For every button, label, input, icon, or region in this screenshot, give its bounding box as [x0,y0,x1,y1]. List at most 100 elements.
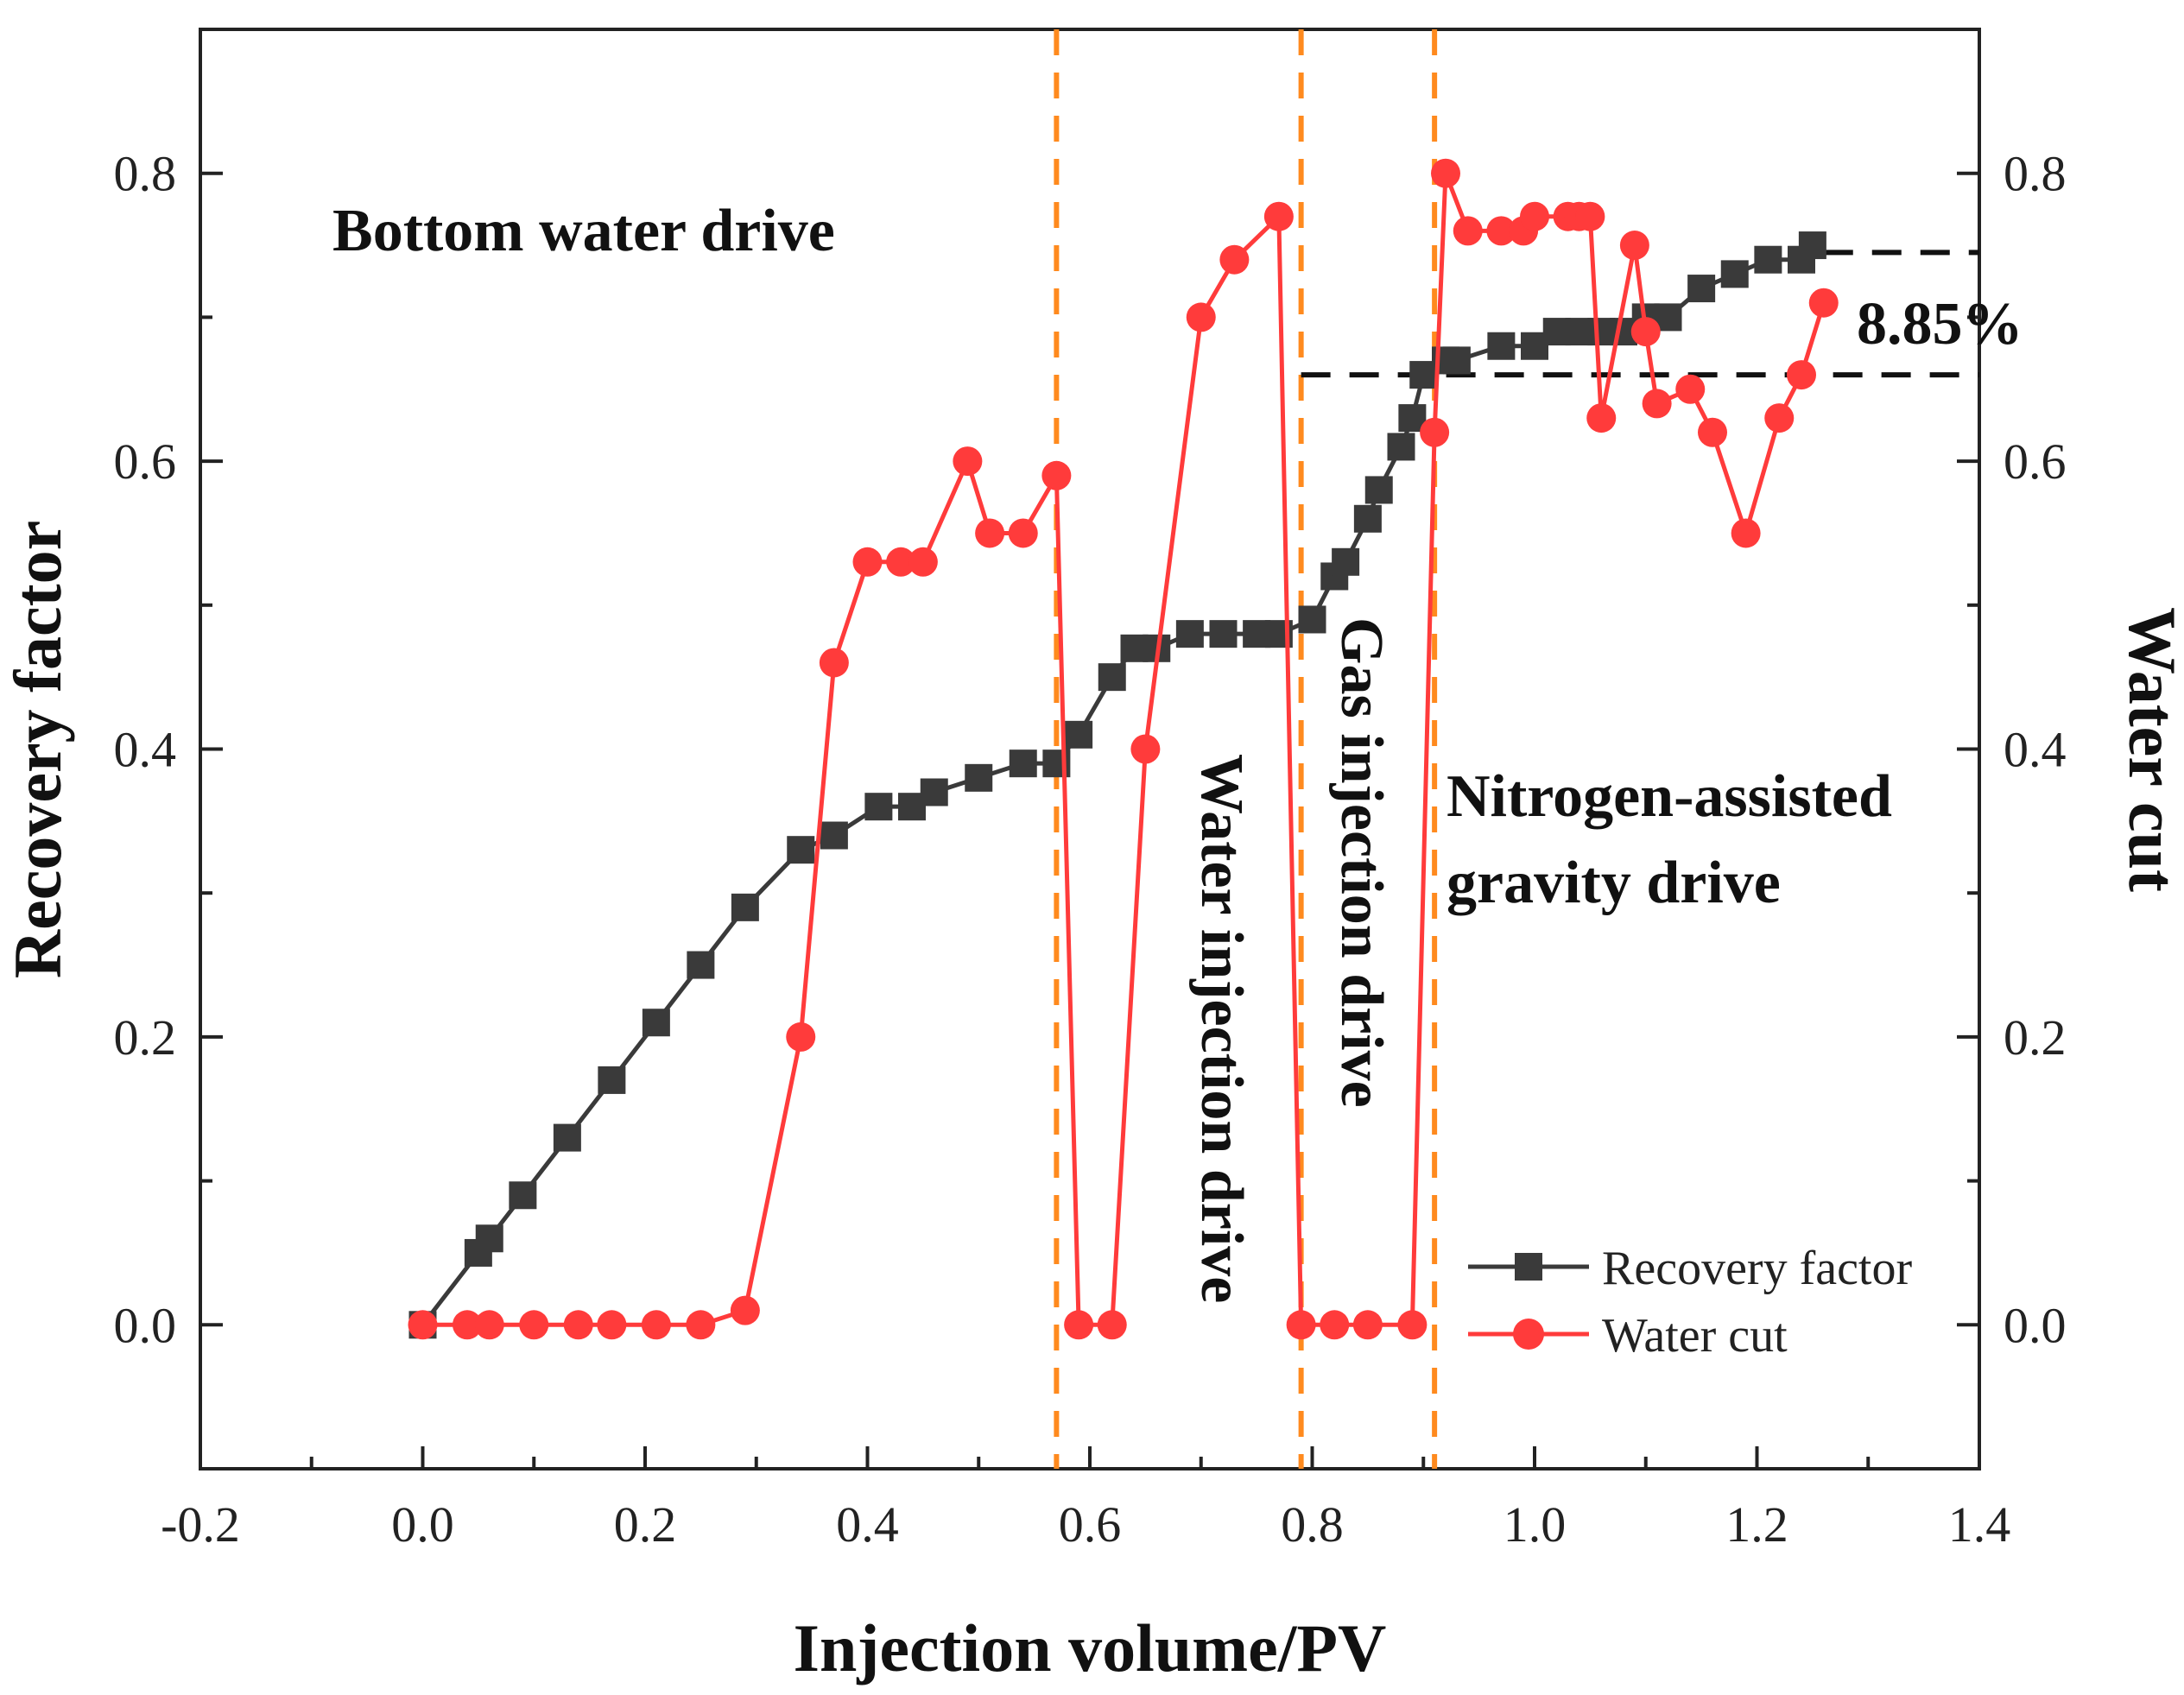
legend: Recovery factor Water cut [1468,1242,1912,1363]
water-cut-point [1320,1310,1350,1340]
y-tick-label-right: 0.6 [2004,433,2067,490]
annotation-gravity-drive: gravity drive [1447,850,1781,916]
recovery-factor-point [1754,245,1782,274]
water-cut-point [1008,518,1038,548]
recovery-factor-point [1364,476,1393,504]
water-cut-point [1619,231,1649,261]
recovery-factor-point [553,1123,581,1152]
water-cut-point [1586,403,1617,433]
water-cut-point [1453,216,1483,246]
annotation-water-injection-drive: Water injection drive [1188,754,1255,1303]
water-cut-point [1286,1310,1316,1340]
water-cut-point [908,547,938,577]
recovery-factor-point [687,951,715,979]
x-tick-label: 1.0 [1503,1496,1567,1553]
water-cut-point [953,446,983,477]
water-cut-point [1642,389,1672,419]
recovery-factor-point [820,821,848,850]
water-cut-point [1186,302,1216,332]
recovery-factor-point [731,893,759,921]
water-cut-point [1698,417,1727,447]
recovery-factor-point [965,763,993,792]
annotation-difference-percent: 8.85% [1857,291,2023,357]
legend-water-cut-marker [1513,1319,1544,1350]
x-tick-label: 1.2 [1725,1496,1788,1553]
annotation-gas-injection-drive: Gas injection drive [1328,617,1395,1108]
recovery-factor-point [1687,275,1716,303]
x-tick-label: 0.6 [1059,1496,1122,1553]
water-cut-point [1064,1310,1094,1340]
water-cut-line [422,171,1826,1327]
recovery-factor-point [787,836,815,864]
y-tick-label-right: 0.2 [2004,1009,2067,1066]
recovery-factor-point [1387,433,1415,461]
water-cut-point [886,547,916,577]
recovery-factor-point [598,1066,626,1094]
recovery-factor-point [1353,504,1382,533]
water-cut-point [786,1021,816,1052]
water-cut-point [1041,460,1072,490]
water-cut-point [730,1295,760,1325]
water-cut-point [1520,201,1549,231]
y-tick-label-left: 0.2 [114,1009,177,1066]
annotation-bottom-water-drive: Bottom water drive [332,198,835,264]
water-cut-point [1630,317,1661,347]
water-cut-point [1397,1310,1428,1340]
water-cut-point [1219,244,1250,275]
water-cut-point [1731,518,1761,548]
water-cut-point [1575,201,1605,231]
water-cut-point [1675,374,1706,404]
water-cut-point [408,1310,438,1340]
recovery-factor-point [1720,260,1749,288]
water-cut-point [852,547,883,577]
y-tick-label-left: 0.8 [114,146,177,202]
y-tick-label-left: 0.6 [114,433,177,490]
recovery-factor-point [1798,231,1826,260]
annotation-nitrogen-assisted: Nitrogen-assisted [1447,763,1892,830]
recovery-factor-point [920,778,948,806]
recovery-factor-point [1175,620,1204,648]
recovery-factor-point [475,1224,503,1253]
recovery-factor-point [864,793,893,821]
recovery-factor-point [642,1009,670,1037]
recovery-factor-point [1209,620,1238,648]
water-cut-point [686,1310,716,1340]
legend-water-cut-label: Water cut [1602,1309,1788,1363]
y-axis-title-left: Recovery factor [0,521,75,979]
water-cut-point [975,518,1005,548]
water-cut-point [1263,201,1294,231]
recovery-factor-point [509,1181,537,1210]
y-tick-label-left: 0.4 [114,722,177,778]
x-tick-label: 1.4 [1948,1496,2011,1553]
series-layer [408,158,1839,1340]
x-tick-label: 0.4 [836,1496,899,1553]
water-cut-point [597,1310,627,1340]
x-tick-label: -0.2 [161,1496,240,1553]
water-cut-point [474,1310,504,1340]
recovery-factor-point [1009,749,1037,778]
legend-recovery-factor-marker [1515,1253,1542,1281]
y-tick-label-right: 0.8 [2004,146,2067,202]
water-cut-point [519,1310,549,1340]
recovery-factor-point [1298,605,1326,634]
y-tick-label-right: 0.4 [2004,722,2067,778]
y-tick-label-right: 0.0 [2004,1297,2067,1353]
recovery-factor-point [1098,663,1126,692]
water-cut-point [1431,158,1460,188]
recovery-factor-point [1065,720,1093,749]
recovery-factor-point [1332,547,1360,576]
water-cut-point [1486,216,1516,246]
x-tick-label: 0.0 [391,1496,454,1553]
recovery-factor-point [1487,332,1516,360]
legend-recovery-factor-label: Recovery factor [1602,1242,1912,1295]
x-axis-title: Injection volume/PV [794,1610,1387,1686]
y-tick-label-left: 0.0 [114,1297,177,1353]
water-cut-point [1787,360,1816,390]
water-cut-point [1097,1310,1127,1340]
water-cut-point [1420,417,1450,447]
water-cut-point [563,1310,593,1340]
water-cut-point [1764,403,1795,433]
water-cut-point [641,1310,671,1340]
y-axis-title-right: Water cut [2115,607,2184,892]
